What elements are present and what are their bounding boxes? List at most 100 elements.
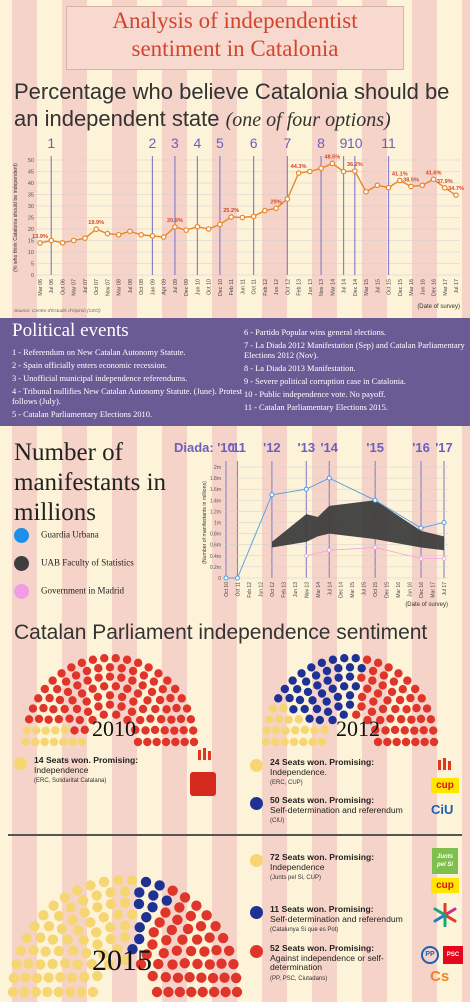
- hemicycle-2012-seat: [416, 714, 426, 724]
- seat-parties: (CIU): [270, 818, 285, 824]
- data-point: [329, 160, 336, 167]
- hemicycle-2012-seat: [403, 676, 412, 685]
- hemicycle-2015-seat: [53, 910, 65, 922]
- x-tick-label: Oct 12: [270, 582, 276, 597]
- manifestants-line-chart: Diada: '10'11 '12 '13 '14 '15 '16 '17 0 0.2m 0.4m 0…: [174, 440, 453, 608]
- seat-parties: (Junts pel Si, CUP): [270, 875, 322, 881]
- hemicycle-2015-seat: [76, 986, 87, 998]
- hemicycle-2015-seat: [160, 907, 171, 918]
- data-label: 41.1%: [392, 171, 408, 177]
- erc-logo-icon: [198, 748, 212, 760]
- event-item: 11 - Catalan Parliamentary Elections 201…: [244, 403, 388, 413]
- diada-year: '15: [366, 440, 384, 455]
- x-tick-label: Oct 07: [94, 279, 100, 295]
- seat-parties: (ERC, Solidaritat Catalana): [34, 778, 107, 784]
- hemicycle-2010-seat: [133, 737, 143, 747]
- hemicycle-2012-seat: [395, 695, 405, 705]
- hemicycle-2015-seat: [231, 986, 243, 998]
- event-item: 5 - Catalan Parliamentary Elections 2010…: [12, 410, 153, 420]
- data-point: [385, 184, 392, 191]
- hemicycle-2015-seat: [179, 892, 191, 903]
- hemicycle-2012-seat: [328, 715, 337, 725]
- hemicycle-2010-seat: [73, 681, 82, 690]
- cs-logo-icon: Cs: [430, 968, 450, 985]
- uab-band: [271, 500, 444, 551]
- hemicycle-2015-seat: [38, 910, 49, 921]
- hemicycle-2012-seat: [291, 726, 300, 735]
- hemicycle-2010-seat: [100, 653, 109, 663]
- x-tick-label: Oct 15: [387, 279, 393, 295]
- y-axis-label: (% who think Catalonia should be indepen…: [13, 163, 19, 272]
- hemicycle-2012-seat: [268, 704, 278, 713]
- data-point: [172, 224, 178, 230]
- hemicycle-2010-seat: [162, 705, 171, 714]
- hemicycle-2012-seat: [289, 737, 299, 747]
- hemicycle-2015-seat: [153, 958, 164, 970]
- hemicycle-2012-seat: [412, 703, 421, 713]
- hemicycle-2010-seat: [186, 715, 196, 724]
- hemicycle-2015-seat: [163, 986, 174, 998]
- hemicycle-2012-seat: [295, 695, 305, 705]
- hemicycle-2010-seat: [180, 737, 189, 747]
- event-marker-label: 10: [347, 135, 363, 151]
- stripe: [462, 0, 470, 1002]
- y-tick-label: 2m: [214, 465, 221, 471]
- hemicycle-2015-seat: [177, 934, 188, 945]
- hemicycle-2012-seat: [407, 715, 416, 724]
- hemicycle-2012-seat: [293, 685, 302, 694]
- hemicycle-2010-seat: [172, 703, 181, 713]
- x-tick-label: Oct 10: [207, 279, 213, 295]
- x-tick-label: Mar 16: [396, 582, 402, 598]
- hemicycle-2012-seat: [274, 714, 284, 724]
- hemicycle-2010-seat: [117, 664, 126, 673]
- hemicycle-2015-seat: [105, 922, 116, 933]
- hemicycle-2010-seat: [75, 715, 84, 725]
- section-divider: [8, 834, 462, 836]
- diada-year: '14: [320, 440, 338, 455]
- hemicycle-2012-seat: [281, 726, 290, 735]
- hemicycle-2012-seat: [383, 737, 392, 747]
- x-tick-label: Feb 11: [229, 279, 235, 295]
- hemicycle-2012-seat: [301, 677, 311, 686]
- hemicycle-2015-seat: [47, 934, 59, 945]
- seat-dot-navy: [250, 797, 263, 810]
- data-label: 25.2%: [223, 208, 239, 214]
- hemicycle-2012-seat: [411, 737, 420, 747]
- hemicycle-2010-seat: [72, 704, 82, 714]
- x-tick-label: Dec 14: [353, 279, 359, 296]
- event-item: 2 - Spain officially enters economic rec…: [12, 360, 167, 370]
- legend-guardia-urbana: Guardia Urbana: [14, 528, 99, 543]
- hemicycle-2015-seat: [105, 887, 116, 898]
- hemicycle-2010-seat: [131, 725, 140, 735]
- hemicycle-2015-seat: [40, 946, 51, 957]
- data-label: 19.9%: [88, 220, 104, 226]
- hemicycle-2012-seat: [312, 704, 322, 714]
- y-tick-label: 15: [28, 239, 34, 245]
- data-point: [408, 183, 414, 190]
- diada-label: Diada:: [174, 440, 214, 455]
- hemicycle-2015-seat: [217, 932, 229, 944]
- x-tick-label: Oct 11: [235, 582, 241, 597]
- hemicycle-2010-seat: [189, 737, 199, 747]
- hemicycle-2015-seat: [48, 900, 59, 911]
- hemicycle-2010-seat: [105, 672, 115, 681]
- event-marker-label: 8: [317, 135, 325, 151]
- hemicycle-2010-seat: [45, 693, 54, 703]
- hemicycle-2015-seat: [62, 934, 73, 945]
- y-tick-label: 5: [31, 262, 34, 268]
- hemicycle-2010-seat: [70, 726, 79, 735]
- title-line-1: Analysis of independentist: [112, 8, 358, 33]
- hemicycle-2010-seat: [77, 689, 87, 698]
- hemicycle-2015-seat: [197, 986, 208, 998]
- hemicycle-2010-seat: [163, 676, 172, 685]
- hemicycle-2015-seat: [11, 958, 22, 970]
- hemicycle-2012-seat: [429, 726, 438, 735]
- event-item: 6 - Partido Popular wins general electio…: [244, 328, 387, 337]
- hemicycle-2010-seat: [177, 694, 186, 703]
- data-point: [93, 226, 100, 233]
- hemicycle-2012-seat: [299, 737, 308, 747]
- hemicycle-2012-seat: [264, 715, 274, 724]
- y-tick-label: 0: [31, 273, 34, 279]
- guardia-point: [441, 520, 447, 525]
- legend-dot-blue: [14, 528, 29, 543]
